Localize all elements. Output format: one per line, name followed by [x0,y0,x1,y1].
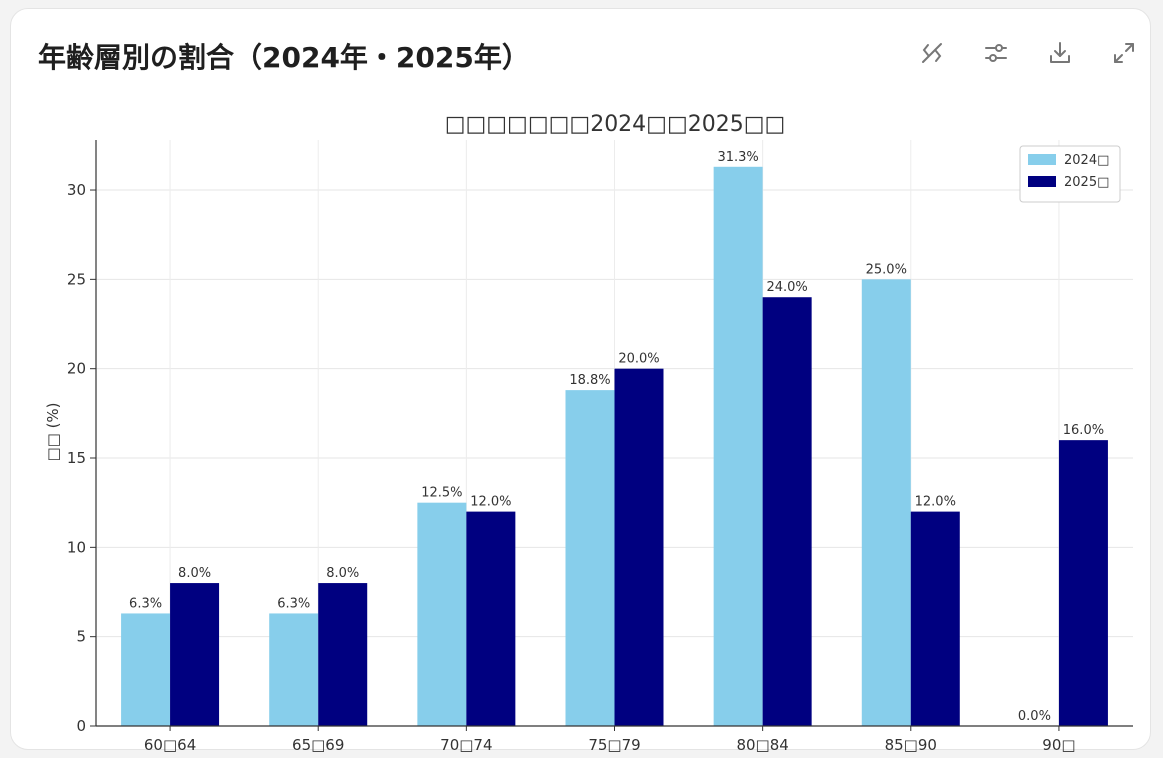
expand-button[interactable] [1107,36,1141,70]
y-tick-label: 5 [76,628,86,646]
bar-2024 [269,613,319,726]
bar-2024 [121,613,171,726]
bar-2024 [417,502,467,726]
bar-2024 [861,279,911,726]
data-label: 24.0% [766,280,807,295]
download-icon [1050,42,1070,63]
bar-2025 [910,511,960,726]
bar-2024 [565,390,615,726]
data-label: 6.3% [277,596,310,611]
settings-button[interactable] [979,36,1013,70]
page-title: 年齢層別の割合（2024年・2025年） [38,41,530,74]
data-label: 16.0% [1063,423,1104,438]
legend-label: 2025□ [1064,175,1109,190]
legend-label: 2024□ [1064,153,1109,168]
bar-2025 [1058,440,1108,726]
data-label: 20.0% [618,352,659,367]
data-label: 6.3% [129,596,162,611]
expand-icon [1114,43,1134,63]
y-axis-label: □□ (%) [44,402,62,461]
bar-2025 [762,297,812,726]
legend: 2024□ 2025□ [1019,145,1121,203]
hide-code-icon [922,43,942,63]
y-tick-label: 0 [76,717,86,735]
data-label: 31.3% [717,150,758,165]
y-tick-label: 10 [67,538,86,556]
hide-code-button[interactable] [915,36,949,70]
bar-2025 [466,511,516,726]
y-tick-label: 15 [67,449,86,467]
x-tick-label: 65□69 [292,736,344,754]
bar-2025 [170,583,220,726]
data-label: 25.0% [866,262,907,277]
data-label: 8.0% [178,566,211,581]
bars: 6.3% 6.3% 12.5% 18.8% 31.3% 25.0% 0.0% 8.0% 8.0%… [121,150,1108,727]
x-tick-label: 70□74 [440,736,492,754]
x-tick-label: 90□ [1042,736,1075,754]
bar-2024 [713,166,763,727]
data-label: 12.5% [421,486,462,501]
data-label: 12.0% [915,495,956,510]
bar-2025 [318,583,368,726]
x-tick-label: 80□84 [736,736,788,754]
legend-swatch [1028,154,1056,165]
data-label: 0.0% [1018,709,1051,724]
y-tick-label: 25 [67,270,86,288]
y-tick-label: 30 [67,181,86,199]
chart-toolbar [915,36,1141,70]
legend-swatch [1028,176,1056,187]
data-label: 18.8% [569,373,610,388]
axes: 0 5 10 15 20 25 30 60□64 65□69 70□74 75□79 80□84 85□… [67,140,1133,754]
x-tick-label: 60□64 [144,736,196,754]
chart-title: □□□□□□□2024□□2025□□ [445,112,786,137]
data-label: 12.0% [470,495,511,510]
settings-sliders-icon [985,44,1007,62]
download-button[interactable] [1043,36,1077,70]
bar-2025 [614,368,664,726]
y-tick-label: 20 [67,360,86,378]
x-tick-label: 85□90 [885,736,937,754]
x-tick-label: 75□79 [588,736,640,754]
data-label: 8.0% [326,566,359,581]
